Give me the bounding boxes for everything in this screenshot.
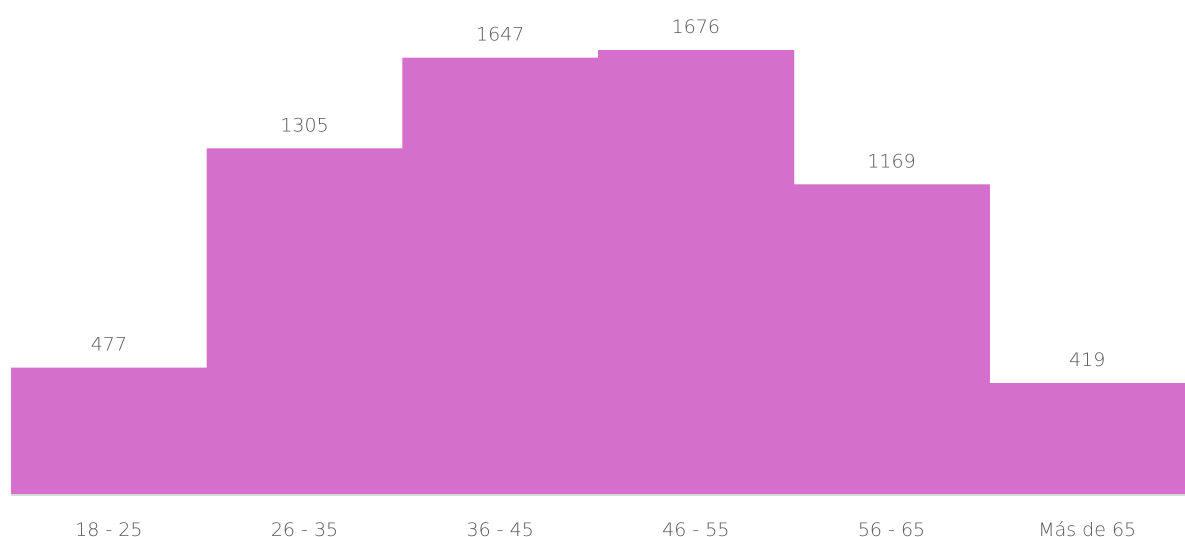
data-label-3: 1676 (672, 16, 720, 38)
value-labels-group: 477 1305 1647 1676 1169 419 (91, 16, 1106, 371)
bar-3 (598, 50, 795, 494)
data-label-4: 1169 (867, 150, 915, 172)
bar-1 (206, 148, 403, 494)
x-tick-label-0: 18 - 25 (75, 519, 142, 537)
category-labels-group: 18 - 25 26 - 35 36 - 45 46 - 55 56 - 65 Más d… (75, 519, 1136, 537)
x-tick-label-1: 26 - 35 (271, 519, 338, 537)
data-label-1: 1305 (280, 114, 328, 136)
bar-2 (402, 57, 599, 495)
x-tick-label-2: 36 - 45 (467, 519, 534, 537)
x-tick-label-4: 56 - 65 (858, 519, 925, 537)
data-label-5: 419 (1069, 349, 1105, 371)
x-tick-label-5: Más de 65 (1038, 519, 1136, 537)
data-label-0: 477 (91, 334, 127, 356)
bar-0 (11, 367, 208, 494)
bar-5 (989, 383, 1185, 494)
data-label-2: 1647 (476, 24, 524, 46)
x-tick-label-3: 46 - 55 (662, 519, 729, 537)
bars-group (11, 50, 1185, 495)
bar-4 (793, 184, 990, 494)
